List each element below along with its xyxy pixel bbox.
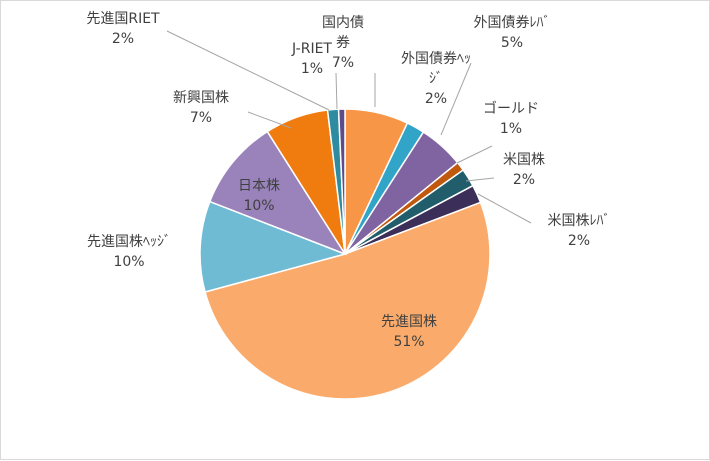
- data-label-name: 券: [336, 35, 350, 51]
- data-label-percent: 2%: [112, 31, 134, 47]
- data-label-3: ゴールド 1%: [483, 100, 539, 137]
- data-label-name: 先進国株: [381, 314, 437, 330]
- data-label-name: 米国株: [503, 152, 545, 168]
- data-label-name: 外国債券ﾚﾊﾞ: [474, 15, 551, 31]
- data-label-1: 外国債券ﾍｯ ｼﾞ 2%: [401, 51, 471, 107]
- data-label-name: 外国債券ﾍｯ: [401, 51, 471, 67]
- data-label-6: 先進国株 51%: [381, 314, 437, 350]
- data-label-4: 米国株 2%: [503, 152, 545, 188]
- data-label-percent: 51%: [393, 334, 424, 350]
- data-label-7: 先進国株ﾍｯｼﾞ 10%: [87, 234, 171, 270]
- data-label-10: J-RIET 1%: [291, 41, 332, 77]
- data-label-percent: 1%: [500, 121, 522, 137]
- data-label-name: 米国株ﾚﾊﾞ: [548, 213, 611, 229]
- leader-line-10: [335, 72, 338, 110]
- data-label-percent: 2%: [425, 91, 447, 107]
- data-label-name: ゴールド: [483, 100, 539, 117]
- data-label-9: 新興国株 7%: [173, 90, 229, 126]
- data-label-percent: 5%: [501, 35, 523, 51]
- data-label-name: 先進国RIET: [86, 11, 160, 27]
- data-label-percent: 2%: [568, 233, 590, 249]
- data-label-name: 新興国株: [173, 90, 229, 106]
- leader-line-9: [247, 111, 292, 129]
- data-label-percent: 10%: [113, 254, 144, 270]
- data-label-5: 米国株ﾚﾊﾞ 2%: [548, 213, 611, 249]
- data-label-0: 国内債券 7%: [322, 15, 364, 71]
- pie-slice-7: [199, 200, 348, 293]
- data-label-name: 国内債: [322, 15, 364, 31]
- data-label-name: 日本株: [238, 178, 280, 194]
- data-label-name: ｼﾞ: [429, 71, 443, 87]
- leader-line-2: [440, 62, 472, 136]
- data-label-percent: 7%: [190, 110, 212, 126]
- leader-line-11: [166, 30, 330, 111]
- data-label-11: 先進国RIET 2%: [86, 11, 160, 47]
- leader-line-3: [456, 145, 493, 164]
- data-label-percent: 1%: [301, 61, 323, 77]
- data-label-name: 先進国株ﾍｯｼﾞ: [87, 234, 171, 250]
- data-label-percent: 2%: [513, 172, 535, 188]
- pie-slice-8: [208, 130, 347, 256]
- data-label-8: 日本株 10%: [238, 178, 280, 214]
- data-label-name: J-RIET: [291, 41, 332, 57]
- pie-slice-6: [204, 201, 491, 400]
- pie-slice-11: [337, 108, 346, 255]
- data-label-2: 外国債券ﾚﾊﾞ 5%: [474, 15, 551, 51]
- data-label-percent: 10%: [243, 198, 274, 214]
- leader-line-4: [465, 177, 495, 182]
- leader-line-5: [477, 193, 532, 224]
- data-label-percent: 7%: [332, 55, 354, 71]
